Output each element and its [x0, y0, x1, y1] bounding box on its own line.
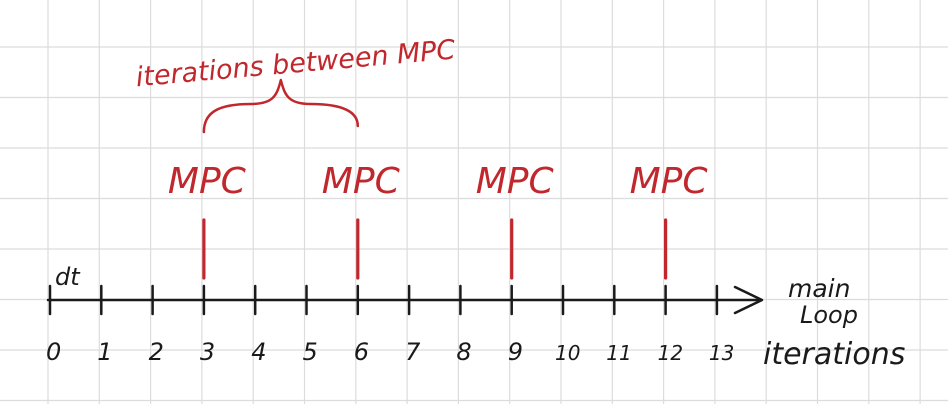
mpc-marker-label: MPC [630, 161, 709, 202]
dt-label: dt [55, 263, 81, 291]
axis-tick-label: 9 [508, 338, 523, 366]
axis-label-loop: Loop [800, 301, 858, 329]
mpc-markers: MPC MPC MPC MPC [168, 161, 709, 280]
axis-arrow-icon [733, 285, 764, 315]
axis-tick-label: 8 [456, 338, 471, 366]
axis-tick-label: 7 [405, 338, 421, 366]
axis-tick-label: 6 [354, 338, 369, 366]
axis-tick-label: 0 [46, 338, 61, 366]
curly-brace [202, 78, 360, 134]
iterations-between-mpc-label: iterations between MPC [135, 34, 457, 93]
axis-tick-label: 1 [97, 338, 112, 366]
mpc-marker-label: MPC [476, 161, 555, 202]
axis-tick-label: 3 [200, 338, 215, 366]
axis-tick-label: 2 [149, 338, 164, 366]
mpc-marker-label: MPC [168, 161, 247, 202]
axis-tick-label: 13 [709, 341, 734, 365]
axis-tick-label: 4 [251, 338, 266, 366]
axis-ticks [48, 284, 719, 316]
axis-tick-label: 5 [303, 338, 318, 366]
axis-label-iterations: iterations [763, 337, 905, 372]
axis-tick-labels: 0 1 2 3 4 5 6 7 8 9 10 11 12 13 [46, 338, 734, 366]
axis-tick-label: 12 [658, 341, 683, 365]
axis-label-main: main [788, 274, 850, 303]
axis-tick-label: 11 [606, 341, 631, 365]
mpc-marker-label: MPC [322, 161, 401, 202]
axis-tick-label: 10 [555, 341, 580, 365]
